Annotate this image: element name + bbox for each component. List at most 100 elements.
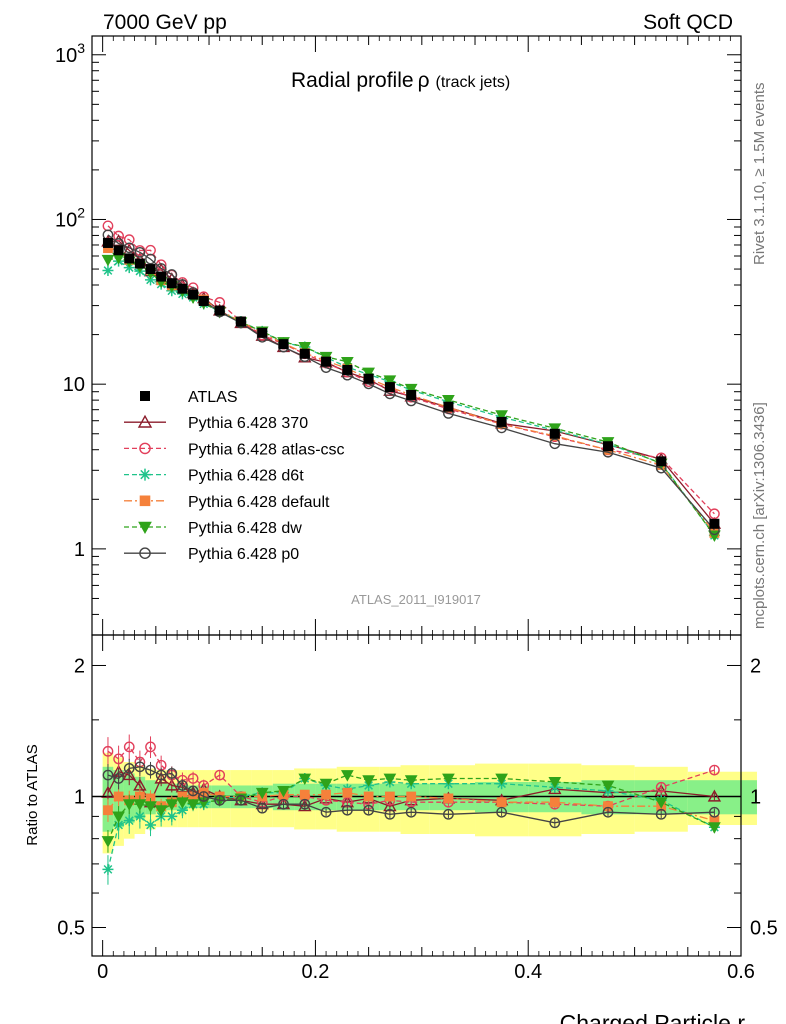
legend-marker (139, 495, 151, 507)
series-point (298, 342, 312, 354)
series-line-pythia-6-428-p0 (107, 234, 715, 531)
ratio-point (319, 778, 333, 791)
ratio-point (363, 804, 374, 816)
legend-entry: Pythia 6.428 dw (124, 520, 302, 537)
legend-entry: Pythia 6.428 370 (124, 414, 308, 432)
atlas-data-point (406, 389, 417, 400)
series-pythia-6-428-p0 (102, 229, 720, 536)
ratio-point (166, 810, 178, 822)
ratio-point (255, 787, 269, 800)
ratio-point (321, 789, 331, 800)
ratio-point (709, 806, 720, 818)
ratio-point (298, 773, 312, 786)
main-frame (91, 35, 742, 636)
series-point (709, 508, 720, 520)
main-series-group (101, 220, 722, 542)
chart-title: Radial profile ρ (track jets) (291, 69, 510, 92)
series-point (442, 394, 455, 407)
ratio-point (654, 797, 668, 809)
ratio-point (102, 863, 114, 875)
main-panel: 1 10 102 103 Radial profile ρ (track jets) AT… (55, 35, 742, 636)
atlas-data-point (384, 382, 395, 393)
legend-label: Pythia 6.428 dw (188, 520, 302, 537)
ratio-point (299, 798, 311, 810)
ratio-point (176, 804, 188, 816)
series-point (134, 246, 146, 258)
ratio-point (177, 780, 188, 791)
ratio-band-stat (687, 780, 757, 815)
atlas-data-point (299, 348, 310, 359)
ratio-point (122, 768, 136, 781)
legend-entry: Pythia 6.428 atlas-csc (124, 441, 345, 458)
ratio-point (145, 741, 156, 753)
series-point (362, 367, 375, 380)
series-point (123, 242, 135, 254)
series-point (123, 234, 135, 246)
ratio-point (187, 785, 199, 797)
atlas-data-point (145, 264, 156, 275)
legend-label: Pythia 6.428 default (188, 494, 330, 511)
rivet-label: Rivet 3.1.10, ≥ 1.5M events (751, 83, 768, 266)
series-point (549, 438, 561, 450)
legend-marker (139, 468, 151, 481)
ratio-point (113, 773, 124, 784)
ratio-point (214, 794, 226, 806)
legend-marker (137, 414, 153, 428)
ratio-point (144, 801, 157, 813)
atlas-data-point (363, 373, 374, 384)
series-point (113, 230, 124, 242)
series-point (340, 356, 354, 369)
ratio-point (496, 806, 507, 818)
ratio-point (102, 745, 114, 757)
ratio-point (103, 805, 113, 816)
series-point (101, 254, 115, 267)
ratio-point (145, 764, 156, 776)
legend-label: Pythia 6.428 atlas-csc (188, 441, 345, 458)
ratio-point (602, 806, 614, 818)
series-point (102, 265, 114, 277)
ratio-point (256, 802, 268, 814)
series-point (145, 253, 156, 265)
legend-entry: ATLAS (140, 389, 238, 406)
atlas-data-point (188, 289, 199, 300)
ratio-line-pythia-6-428-atlas-csc (107, 745, 715, 807)
atlas-data-point (124, 253, 135, 264)
ratio-panel: 0.5 0.5 1 1 2 2 Ratio to ATLAS (24, 634, 778, 957)
atlas-data-point (656, 456, 667, 467)
atlas-data-point (496, 416, 507, 427)
ratio-point (443, 808, 454, 820)
ratio-point (214, 769, 226, 781)
ratio-point (362, 775, 375, 787)
atlas-data-point (198, 295, 209, 306)
atlas-data-point (102, 237, 113, 248)
ratio-point (166, 768, 178, 779)
ratio-y-tick-label-right: 1 (750, 786, 761, 808)
series-point (383, 375, 397, 387)
ratio-point (122, 799, 136, 811)
ratio-point (102, 769, 114, 781)
ratio-point (404, 775, 418, 787)
ratio-y-tick-label: 0.5 (57, 917, 85, 939)
ratio-point (549, 797, 560, 808)
series-point (404, 383, 418, 396)
ratio-point (340, 770, 354, 782)
ratio-point (101, 785, 115, 798)
legend-label: Pythia 6.428 p0 (188, 546, 299, 563)
ratio-point (384, 808, 396, 820)
ratio-point (277, 786, 290, 798)
ratio-y-tick-label: 1 (74, 786, 85, 808)
atlas-data-point (156, 271, 167, 282)
ratio-point (235, 794, 247, 806)
analysis-id: ATLAS_2011_I919017 (351, 592, 481, 607)
ratio-point (113, 753, 124, 765)
legend-marker (139, 547, 151, 560)
mcplots-label: mcplots.cern.ch [arXiv:1306.3436] (751, 402, 768, 629)
header-right: Soft QCD (643, 11, 733, 34)
ratio-y-label: Ratio to ATLAS (24, 744, 41, 845)
ratio-point (655, 781, 667, 793)
atlas-data-point (603, 441, 614, 452)
ratio-point (709, 764, 720, 776)
atlas-data-point (709, 518, 720, 529)
series-line-pythia-6-428-atlas-csc (107, 225, 715, 515)
legend-label: ATLAS (188, 389, 238, 406)
